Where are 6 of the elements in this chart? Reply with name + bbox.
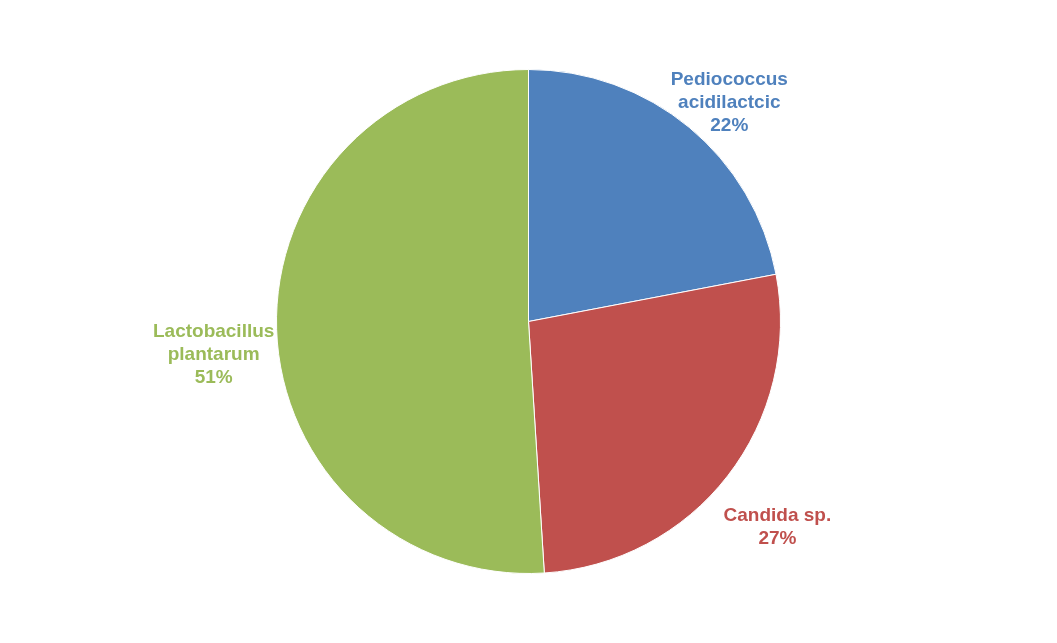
slice-label: Pediococcus acidilactcic [670,67,788,112]
data-label: 51% [194,366,233,388]
slice-label: Candida sp. [723,503,832,525]
slice-label: Lactobacillus plantarum [152,320,275,365]
data-label: 27% [758,526,797,548]
data-label: 22% [710,113,749,135]
